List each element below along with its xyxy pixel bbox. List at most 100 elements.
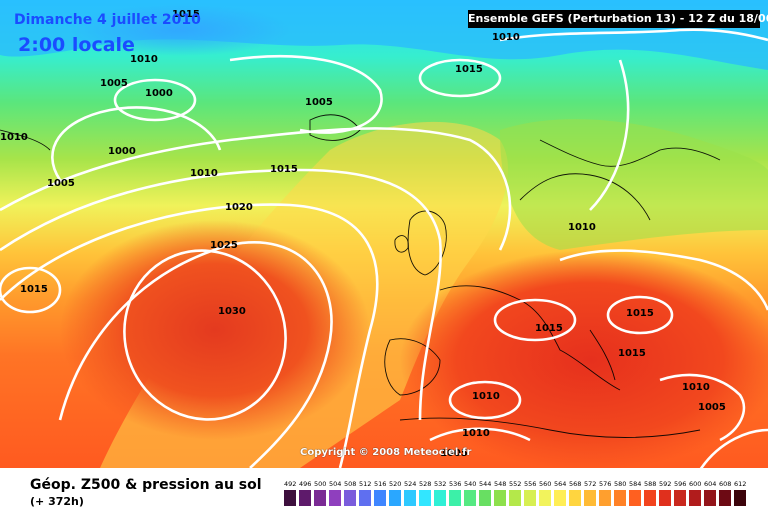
legend-value: 596 (674, 480, 687, 488)
legend-swatch (629, 490, 641, 506)
iberia-coast (384, 338, 441, 396)
legend-swatch (644, 490, 656, 506)
map-footer: Géop. Z500 & pression au sol (+ 372h) 49… (0, 468, 768, 512)
isobar-1010-f (429, 427, 531, 442)
legend-swatch (674, 490, 686, 506)
legend-value: 524 (404, 480, 417, 488)
isobar-label: 1010 (472, 391, 500, 402)
legend-value: 584 (629, 480, 642, 488)
isobar-1000 (113, 78, 197, 122)
isobar-label: 1010 (568, 222, 596, 233)
map-canvas: 1015 1010 1005 1000 1010 1015 1005 1000 … (0, 0, 768, 468)
legend-swatch (554, 490, 566, 506)
isobar-1005-c (659, 373, 746, 442)
map-variable-title: Géop. Z500 & pression au sol (30, 477, 262, 493)
legend-swatch (314, 490, 326, 506)
isobar-1010-b (559, 249, 768, 311)
legend-swatch (299, 490, 311, 506)
legend-value: 564 (554, 480, 567, 488)
isobar-1010-c (499, 28, 768, 42)
isobar-label: 1025 (210, 240, 238, 251)
greenland-coast (0, 129, 51, 151)
isobar-1030 (123, 249, 287, 421)
hot-core-west (60, 220, 370, 440)
legend-swatch (329, 490, 341, 506)
legend-swatch (569, 490, 581, 506)
isobar-label: 1005 (698, 402, 726, 413)
isobar-label: 1015 (618, 348, 646, 359)
legend-value: 536 (449, 480, 462, 488)
isobar-1015-b (418, 58, 502, 98)
legend-value: 540 (464, 480, 477, 488)
legend-value: 604 (704, 480, 717, 488)
isobar-label: 1005 (305, 97, 333, 108)
isobar-label: 1015 (270, 164, 298, 175)
isobar-label: 1010 (0, 132, 28, 143)
legend-swatch (374, 490, 386, 506)
legend-swatch (599, 490, 611, 506)
legend-swatch (704, 490, 716, 506)
europe-coast (439, 285, 621, 391)
legend-swatch (389, 490, 401, 506)
legend-swatch (344, 490, 356, 506)
isobar-label: 1015 (626, 308, 654, 319)
isobar-1005-d (699, 428, 768, 468)
isobar-1010-a (0, 127, 512, 251)
legend-value: 508 (344, 480, 357, 488)
legend-value: 600 (689, 480, 702, 488)
isobar-label: 1010 (492, 32, 520, 43)
isobar-label: 1000 (145, 88, 173, 99)
legend-value: 500 (314, 480, 327, 488)
legend-value: 512 (359, 480, 372, 488)
italy-coast (589, 329, 616, 381)
legend-value: 520 (389, 480, 402, 488)
legend-value: 504 (329, 480, 342, 488)
legend-value: 528 (419, 480, 432, 488)
isobar-1015-d (493, 298, 577, 342)
legend-value: 608 (719, 480, 732, 488)
isobar-label: 1000 (108, 146, 136, 157)
legend-swatch (509, 490, 521, 506)
isobar-label: 1015 (535, 323, 563, 334)
legend-swatch (404, 490, 416, 506)
isobar-1015-e (606, 295, 674, 335)
legend-swatch (689, 490, 701, 506)
legend-value: 544 (479, 480, 492, 488)
legend-value: 580 (614, 480, 627, 488)
legend-value: 568 (569, 480, 582, 488)
isobar-1005-b (229, 54, 383, 134)
isobar-label: 1010 (682, 382, 710, 393)
legend-swatch (359, 490, 371, 506)
isobar-label: 1030 (218, 306, 246, 317)
isobar-label: 1005 (100, 78, 128, 89)
isobar-label: 1020 (225, 202, 253, 213)
forecast-date: Dimanche 4 juillet 2010 (14, 12, 201, 28)
isobar-1015-c (0, 266, 62, 314)
legend-value: 516 (374, 480, 387, 488)
isobar-label: 1010 (190, 168, 218, 179)
isobar-label: 1010 (462, 428, 490, 439)
legend-value: 588 (644, 480, 657, 488)
legend-value: 552 (509, 480, 522, 488)
iceland-coast (309, 114, 361, 141)
legend-swatch (494, 490, 506, 506)
isobar-label: 1005 (47, 178, 75, 189)
legend-swatch (539, 490, 551, 506)
isobar-1025 (58, 241, 333, 468)
legend-value: 556 (524, 480, 537, 488)
ireland-coast (394, 235, 409, 253)
copyright-notice: Copyright © 2008 Meteociel.fr (300, 447, 472, 458)
isobar-1020 (0, 203, 379, 468)
forecast-lead-time: (+ 372h) (30, 495, 84, 508)
legend-swatch (659, 490, 671, 506)
legend-swatch (434, 490, 446, 506)
forecast-time: 2:00 locale (18, 34, 135, 56)
legend-value: 576 (599, 480, 612, 488)
legend-swatch (284, 490, 296, 506)
legend-value: 496 (299, 480, 312, 488)
legend-value: 560 (539, 480, 552, 488)
legend-value: 592 (659, 480, 672, 488)
legend-swatch (419, 490, 431, 506)
isobar-1010-d (589, 59, 630, 211)
isobar-label: 1015 (455, 64, 483, 75)
